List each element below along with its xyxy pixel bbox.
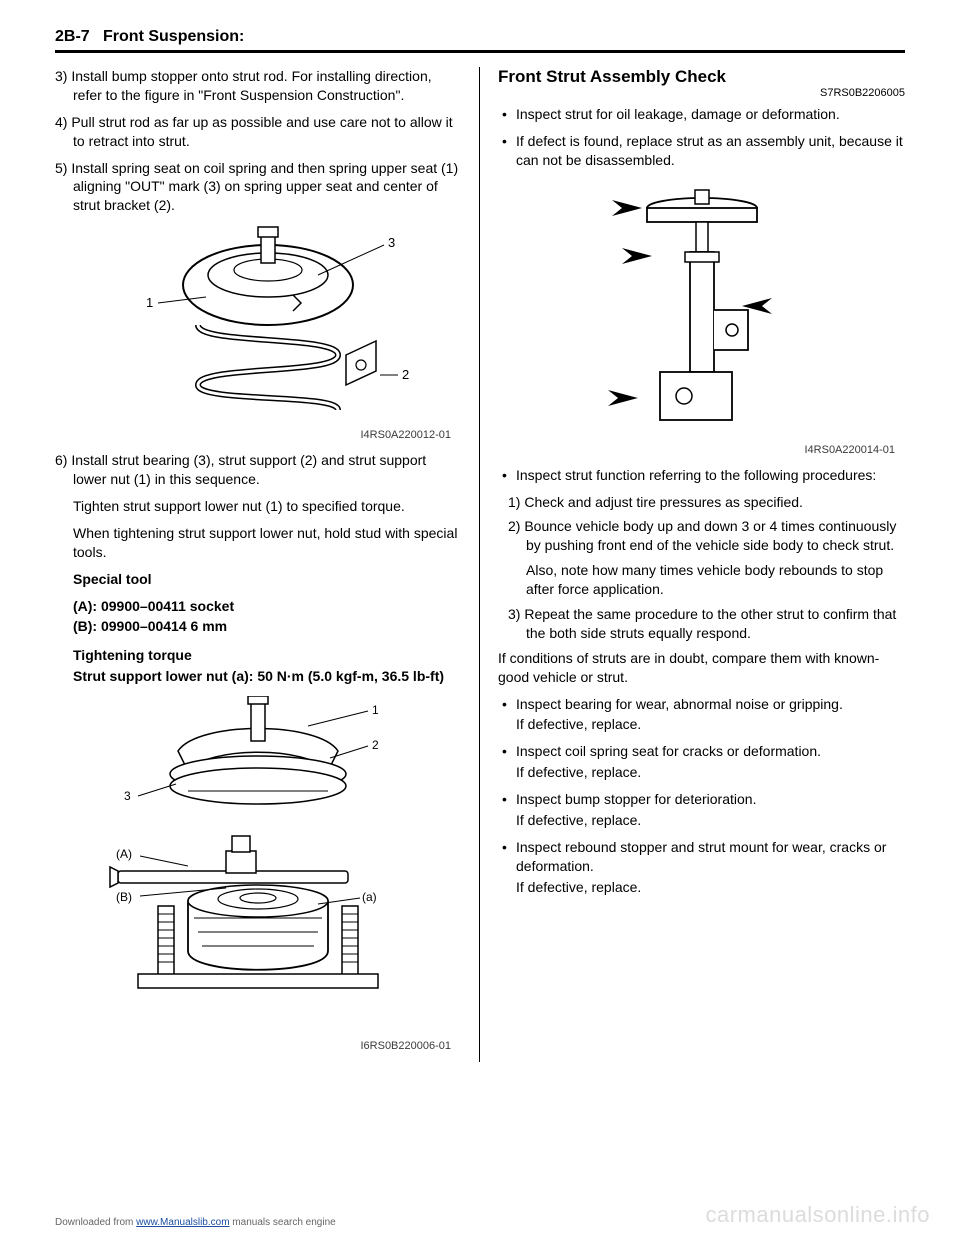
proc-2a: 2) Bounce vehicle body up and down 3 or …: [498, 517, 905, 555]
fig2-label-1: 1: [372, 703, 379, 717]
figure-strut-check: [498, 180, 905, 440]
bullet-rebound-replace: If defective, replace.: [498, 878, 905, 897]
fig1-label-3: 3: [388, 235, 395, 250]
torque-value: Strut support lower nut (a): 50 N·m (5.0…: [55, 667, 461, 686]
special-tool-b: (B): 09900–00414 6 mm: [55, 617, 461, 636]
fig2-label-b: (B): [116, 890, 132, 904]
bullet-inspect-leak: Inspect strut for oil leakage, damage or…: [498, 105, 905, 124]
proc-2b: Also, note how many times vehicle body r…: [498, 561, 905, 599]
footer-text-b: manuals search engine: [230, 1217, 336, 1228]
bullet-bearing: Inspect bearing for wear, abnormal noise…: [498, 695, 905, 714]
step-4: 4) Pull strut rod as far up as possible …: [55, 113, 461, 151]
step-6a: 6) Install strut bearing (3), strut supp…: [55, 451, 461, 489]
watermark: carmanualsonline.info: [705, 1202, 930, 1228]
bullet-inspect-function: Inspect strut function referring to the …: [498, 466, 905, 485]
fig2-label-2: 2: [372, 738, 379, 752]
section-title: Front Suspension:: [103, 28, 244, 45]
bullet-rebound: Inspect rebound stopper and strut mount …: [498, 838, 905, 876]
fig2-label-a: (A): [116, 847, 132, 861]
proc-3: 3) Repeat the same procedure to the othe…: [498, 605, 905, 643]
bullet-bearing-replace: If defective, replace.: [498, 715, 905, 734]
bullet-replace-unit: If defect is found, replace strut as an …: [498, 132, 905, 170]
special-tool-title: Special tool: [55, 570, 461, 589]
footer-link[interactable]: www.Manualslib.com: [136, 1217, 229, 1228]
figure-spring-seat: 1 2 3: [55, 225, 461, 425]
fig2-label-3: 3: [124, 789, 131, 803]
fig2-code: I6RS0B220006-01: [55, 1040, 461, 1052]
special-tool-a: (A): 09900–00411 socket: [55, 597, 461, 616]
step-6b: Tighten strut support lower nut (1) to s…: [55, 497, 461, 516]
assembly-check-title: Front Strut Assembly Check: [498, 67, 905, 87]
fig3-code: I4RS0A220014-01: [498, 444, 905, 456]
bullet-bumpstopper: Inspect bump stopper for deterioration.: [498, 790, 905, 809]
step-3: 3) Install bump stopper onto strut rod. …: [55, 67, 461, 105]
conditions-note: If conditions of struts are in doubt, co…: [498, 649, 905, 687]
bullet-coilseat-replace: If defective, replace.: [498, 763, 905, 782]
bullet-bumpstopper-replace: If defective, replace.: [498, 811, 905, 830]
strut-check-svg: [572, 180, 832, 440]
page-header: 2B-7 Front Suspension:: [55, 28, 905, 46]
step-5: 5) Install spring seat on coil spring an…: [55, 159, 461, 216]
columns: 3) Install bump stopper onto strut rod. …: [55, 67, 905, 1062]
proc-1: 1) Check and adjust tire pressures as sp…: [498, 493, 905, 512]
fig1-label-1: 1: [146, 295, 153, 310]
left-column: 3) Install bump stopper onto strut rod. …: [55, 67, 480, 1062]
footer-text-a: Downloaded from: [55, 1217, 136, 1228]
fig2-label-aa: (a): [362, 890, 377, 904]
fig1-code: I4RS0A220012-01: [55, 429, 461, 441]
bullet-coilseat: Inspect coil spring seat for cracks or d…: [498, 742, 905, 761]
spring-seat-svg: 1 2 3: [98, 225, 418, 425]
torque-title: Tightening torque: [55, 646, 461, 665]
figure-strut-support: 1 2 3: [55, 696, 461, 1036]
fig1-label-2: 2: [402, 367, 409, 382]
step-6c: When tightening strut support lower nut,…: [55, 524, 461, 562]
assembly-check-code: S7RS0B2206005: [498, 87, 905, 99]
footer: Downloaded from www.Manualslib.com manua…: [55, 1217, 336, 1228]
page: 2B-7 Front Suspension: 3) Install bump s…: [0, 0, 960, 1242]
page-ref: 2B-7: [55, 28, 90, 45]
header-rule: [55, 50, 905, 53]
strut-support-svg: 1 2 3: [108, 696, 408, 1036]
right-column: Front Strut Assembly Check S7RS0B2206005…: [480, 67, 905, 1062]
